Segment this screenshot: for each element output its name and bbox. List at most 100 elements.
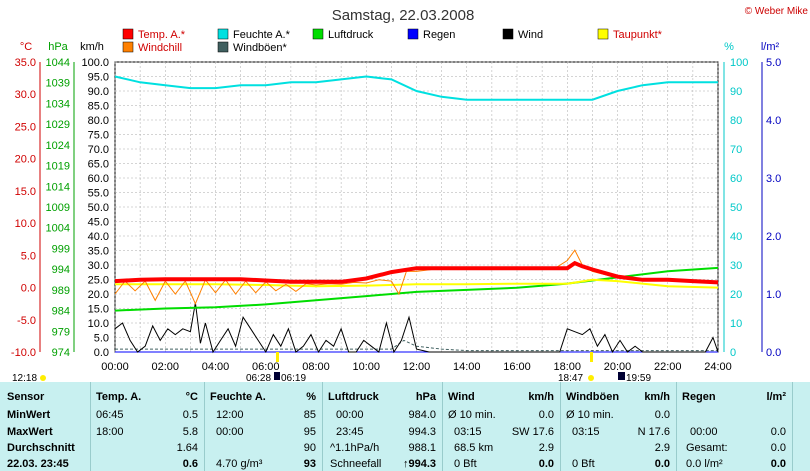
x-tick-label: 12:00 (403, 361, 431, 373)
stats-col-wind: Wind km/h Ø 10 min. 0.0 03:15 SW 17.6 68… (442, 382, 561, 471)
axis-tick-wind_kmh: 65.0 (88, 159, 109, 171)
wind-distance: 68.5 km (454, 442, 494, 454)
axis-tick-pressure_hpa: 1024 (46, 140, 70, 152)
regen-current-value: 0.0 (770, 458, 786, 470)
weather-chart: Samstag, 22.03.2008 © Weber Mike Temp. A… (11, 6, 809, 382)
legend-swatch-wind (502, 28, 514, 40)
axis-tick-humidity_pct: 50 (730, 202, 742, 214)
legend-swatch-taupunkt (597, 28, 609, 40)
regen-max-time: 00:00 (690, 426, 718, 438)
x-tick-label: 14:00 (453, 361, 481, 373)
moon-extra-icon (40, 375, 46, 381)
row-label-current: 22.03. 23:45 (7, 458, 69, 470)
axis-tick-pressure_hpa: 989 (52, 285, 70, 297)
axis-tick-humidity_pct: 90 (730, 86, 742, 98)
axis-tick-wind_kmh: 10.0 (88, 318, 109, 330)
stats-col-luftdruck: Luftdruck hPa 00:00 984.0 23:45 994.3 ^1… (322, 382, 443, 471)
axis-tick-pressure_hpa: 1039 (46, 78, 70, 90)
sunset-icon (588, 375, 594, 381)
axis-tick-humidity_pct: 0 (730, 347, 736, 359)
axis-tick-pressure_hpa: 984 (52, 306, 70, 318)
axis-tick-temp_c: 25.0 (15, 121, 36, 133)
legend-swatch-regen (407, 28, 419, 40)
axis-tick-rain_lm2: 1.0 (766, 289, 781, 301)
axis-tick-temp_c: 15.0 (15, 186, 36, 198)
moonrise-time: 06:19 (281, 373, 306, 382)
legend-label-taupunkt: Taupunkt* (613, 29, 663, 41)
axis-tick-temp_c: 30.0 (15, 89, 36, 101)
stats-header-windboeen: Windböen (566, 391, 620, 403)
sunrise-time: 06:28 (246, 373, 271, 382)
axes: °C 35.0 30.0 25.0 20.0 15.0 10.0 5.0 0.0 -5.0 -10.… (11, 41, 781, 359)
series-group (114, 75, 719, 354)
series-line-feuchte (114, 75, 718, 101)
axis-tick-wind_kmh: 30.0 (88, 260, 109, 272)
regen-total-label: Gesamt: (686, 442, 728, 454)
series-line-windchill (114, 249, 719, 305)
windboeen-max-time: 03:15 (572, 426, 600, 438)
x-tick-label: 02:00 (151, 361, 179, 373)
windboeen-min-value: 0.0 (654, 409, 670, 421)
luftdruck-max-value: 994.3 (408, 426, 436, 438)
axis-tick-wind_kmh: 50.0 (88, 202, 109, 214)
wind-min-time: Ø 10 min. (448, 409, 496, 421)
legend-label-regen: Regen (423, 29, 455, 41)
stats-unit-windboeen: km/h (644, 391, 670, 403)
axis-tick-rain_lm2: 0.0 (766, 347, 781, 359)
series-line-windboeen (115, 339, 718, 352)
temp-max-value: 5.8 (182, 426, 198, 438)
axis-unit-humidity_pct: % (724, 41, 734, 53)
axis-tick-wind_kmh: 0.0 (94, 347, 109, 359)
axis-tick-wind_kmh: 70.0 (88, 144, 109, 156)
axis-tick-wind_kmh: 5.0 (94, 333, 109, 345)
axis-tick-temp_c: 35.0 (15, 57, 36, 69)
axis-tick-pressure_hpa: 1029 (46, 119, 70, 131)
legend-swatch-windboeen (217, 41, 229, 53)
x-tick-label: 20:00 (604, 361, 632, 373)
temp-current-value: 0.6 (182, 458, 198, 470)
axis-tick-pressure_hpa: 1014 (46, 181, 70, 193)
wind-max-time: 03:15 (454, 426, 482, 438)
axis-tick-pressure_hpa: 1009 (46, 202, 70, 214)
legend-label-wind: Wind (518, 29, 543, 41)
stats-unit-feuchte: % (306, 391, 316, 403)
axis-tick-pressure_hpa: 1034 (46, 98, 70, 110)
legend-swatch-windchill (122, 41, 134, 53)
feuchte-min-time: 12:00 (216, 409, 244, 421)
axis-tick-wind_kmh: 40.0 (88, 231, 109, 243)
stats-header-sensor: Sensor (7, 391, 45, 403)
axis-tick-wind_kmh: 95.0 (88, 72, 109, 84)
moonset-icon (618, 372, 625, 380)
axis-tick-wind_kmh: 60.0 (88, 173, 109, 185)
windboeen-current-value: 0.0 (654, 458, 670, 470)
wind-avg-value: 2.9 (538, 442, 554, 454)
axis-tick-humidity_pct: 10 (730, 318, 742, 330)
series-line-taupunkt (115, 278, 719, 289)
regen-current-label: 0.0 l/m² (686, 458, 723, 470)
luftdruck-trend: ^1.1hPa/h (330, 442, 380, 454)
legend-label-temp: Temp. A.* (138, 29, 186, 41)
axis-tick-humidity_pct: 30 (730, 260, 742, 272)
legend-label-feuchte: Feuchte A.* (233, 29, 291, 41)
axis-tick-temp_c: -10.0 (11, 347, 36, 359)
copyright: © Weber Mike (745, 6, 809, 17)
wind-bft: 0 Bft (454, 458, 477, 470)
axis-tick-wind_kmh: 80.0 (88, 115, 109, 127)
axis-tick-wind_kmh: 45.0 (88, 217, 109, 229)
grid (114, 61, 719, 353)
axis-tick-wind_kmh: 100.0 (81, 57, 109, 69)
axis-tick-wind_kmh: 90.0 (88, 86, 109, 98)
stats-col-feuchte: Feuchte A. % 12:00 85 00:00 95 90 4.70 g… (204, 382, 323, 471)
x-tick-label: 18:00 (553, 361, 581, 373)
legend-label-luftdruck: Luftdruck (328, 29, 374, 41)
axis-tick-humidity_pct: 80 (730, 115, 742, 127)
temp-avg-value: 1.64 (176, 442, 198, 454)
luftdruck-min-time: 00:00 (336, 409, 364, 421)
axis-tick-rain_lm2: 2.0 (766, 231, 781, 243)
axis-tick-temp_c: 5.0 (21, 250, 36, 262)
axis-tick-temp_c: 10.0 (15, 218, 36, 230)
sunset-marker (590, 352, 593, 362)
axis-unit-wind_kmh: km/h (80, 41, 104, 53)
axis-tick-rain_lm2: 3.0 (766, 173, 781, 185)
legend-swatch-temp (122, 28, 134, 40)
